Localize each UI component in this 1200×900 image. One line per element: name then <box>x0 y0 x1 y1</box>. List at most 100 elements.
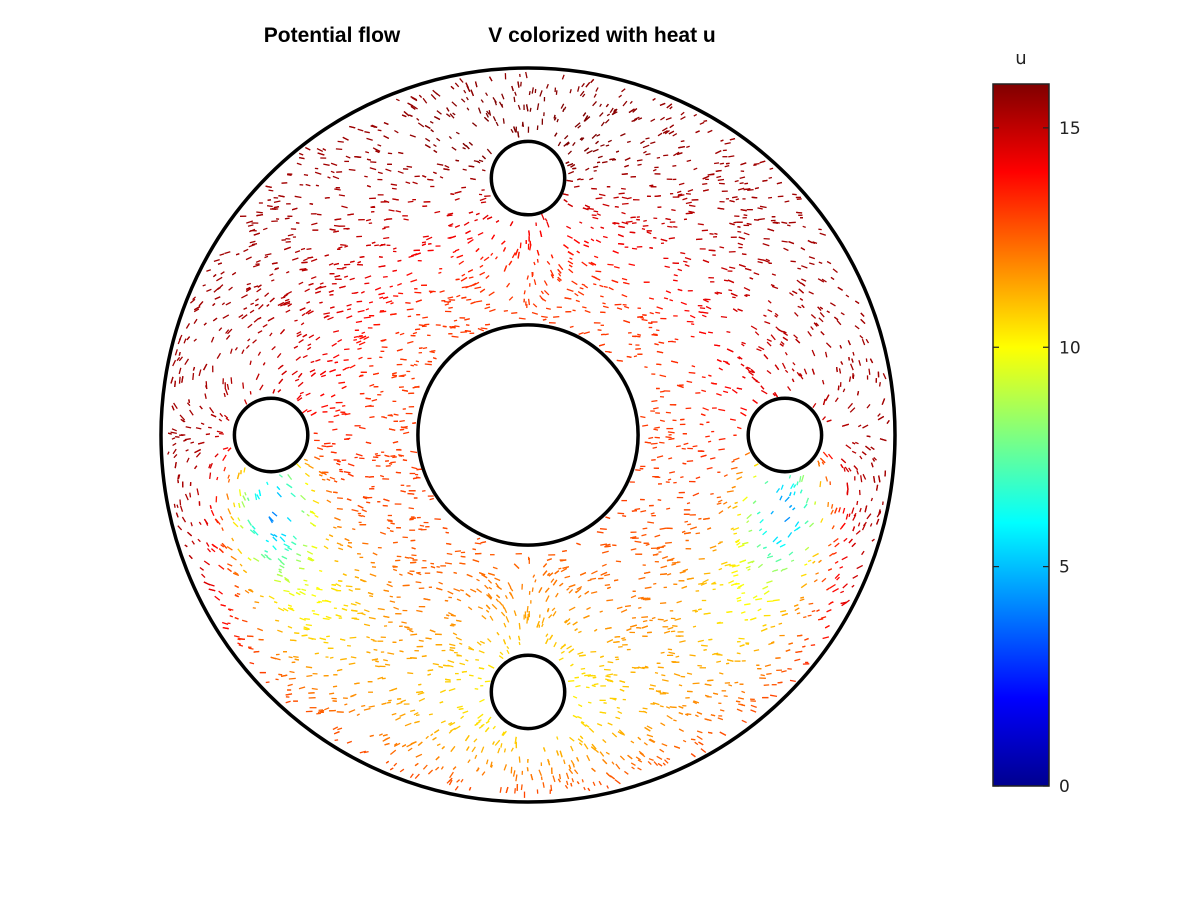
quiver-arrow <box>743 232 750 236</box>
quiver-arrow <box>715 169 722 172</box>
quiver-arrow <box>300 494 306 501</box>
quiver-arrow <box>751 196 758 199</box>
quiver-arrow <box>572 142 576 147</box>
quiver-arrow <box>799 475 802 483</box>
quiver-arrow <box>702 189 709 192</box>
quiver-arrow <box>558 263 564 271</box>
quiver-arrow <box>216 430 223 434</box>
quiver-arrow <box>613 108 617 113</box>
quiver-arrow <box>456 705 463 709</box>
quiver-arrow <box>324 196 330 199</box>
quiver-arrow <box>842 583 848 589</box>
quiver-arrow <box>756 543 761 548</box>
quiver-arrow <box>878 381 881 387</box>
quiver-arrow <box>334 274 341 278</box>
quiver-arrow <box>690 753 696 758</box>
quiver-arrow <box>197 538 201 543</box>
quiver-arrow <box>796 279 802 285</box>
quiver-arrow <box>393 762 398 767</box>
quiver-arrow <box>741 541 749 545</box>
quiver-arrow <box>766 555 774 559</box>
quiver-arrow <box>640 316 645 319</box>
quiver-arrow <box>385 300 393 304</box>
quiver-arrow <box>412 181 418 185</box>
quiver-arrow <box>753 272 760 276</box>
quiver-arrow <box>866 435 871 438</box>
quiver-arrow <box>781 221 788 224</box>
quiver-arrow <box>747 568 751 571</box>
quiver-arrow <box>346 303 352 307</box>
quiver-arrow <box>294 658 300 661</box>
quiver-arrow <box>564 135 569 140</box>
quiver-arrow <box>803 616 807 619</box>
quiver-arrow <box>327 359 333 363</box>
quiver-arrow <box>366 651 371 654</box>
quiver-arrow <box>398 639 403 642</box>
quiver-arrow <box>711 382 718 385</box>
quiver-arrow <box>277 607 285 612</box>
quiver-arrow <box>616 359 623 362</box>
quiver-arrow <box>246 220 253 224</box>
quiver-arrow <box>314 171 322 175</box>
quiver-arrow <box>486 148 492 155</box>
quiver-arrow <box>800 247 806 251</box>
quiver-arrow <box>410 633 418 636</box>
quiver-arrow <box>299 590 306 596</box>
quiver-arrow <box>545 638 549 645</box>
quiver-arrow <box>567 260 574 265</box>
quiver-arrow <box>212 317 218 322</box>
quiver-arrow <box>822 398 826 406</box>
quiver-arrow <box>841 556 848 561</box>
chart-title-left: Potential flow <box>264 24 401 47</box>
quiver-arrow <box>584 309 591 314</box>
quiver-arrow <box>624 157 631 161</box>
quiver-arrow <box>499 786 502 793</box>
quiver-arrow <box>662 130 668 134</box>
quiver-arrow <box>699 121 705 125</box>
quiver-arrow <box>675 655 680 658</box>
quiver-arrow <box>682 568 689 572</box>
quiver-arrow <box>720 315 728 319</box>
quiver-arrow <box>351 508 359 512</box>
quiver-arrow <box>693 700 700 704</box>
quiver-arrow <box>544 587 550 593</box>
quiver-arrow <box>701 376 706 379</box>
quiver-arrow <box>361 704 366 708</box>
quiver-arrow <box>266 481 269 486</box>
quiver-arrow <box>480 256 484 261</box>
quiver-arrow <box>692 701 698 705</box>
quiver-arrow <box>411 466 418 470</box>
quiver-arrow <box>443 617 449 620</box>
quiver-arrow <box>395 331 400 335</box>
quiver-arrow <box>452 632 458 636</box>
quiver-arrow <box>404 556 410 559</box>
quiver-arrow <box>540 297 547 302</box>
quiver-arrow <box>452 766 457 770</box>
quiver-arrow <box>315 184 320 187</box>
quiver-arrow <box>365 151 370 154</box>
quiver-arrow <box>851 584 855 588</box>
quiver-arrow <box>219 432 224 435</box>
quiver-arrow <box>614 779 621 785</box>
quiver-arrow <box>222 314 230 319</box>
quiver-arrow <box>755 597 763 601</box>
quiver-arrow <box>480 746 485 753</box>
quiver-arrow <box>746 520 750 524</box>
quiver-arrow <box>694 610 698 613</box>
quiver-arrow <box>268 516 274 522</box>
quiver-arrow <box>348 662 356 665</box>
quiver-arrow <box>562 193 569 196</box>
quiver-arrow <box>540 776 543 781</box>
quiver-arrow <box>175 512 179 518</box>
quiver-arrow <box>480 723 485 727</box>
quiver-arrow <box>881 398 886 405</box>
quiver-arrow <box>222 621 229 626</box>
quiver-arrow <box>367 591 374 595</box>
quiver-arrow <box>438 665 443 669</box>
quiver-arrow <box>341 205 348 209</box>
quiver-arrow <box>281 370 287 376</box>
quiver-arrow <box>315 336 321 341</box>
quiver-arrow <box>697 639 704 643</box>
quiver-arrow <box>220 544 225 548</box>
quiver-arrow <box>501 731 505 736</box>
